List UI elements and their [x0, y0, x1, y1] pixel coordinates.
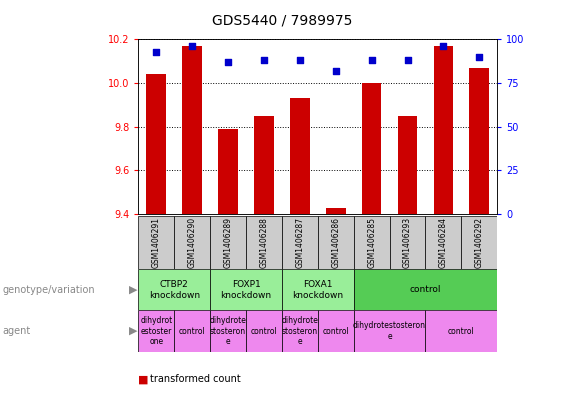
Point: [331, 68, 340, 74]
Bar: [174, 310, 210, 352]
Bar: [433, 46, 453, 214]
Text: GSM1406291: GSM1406291: [152, 217, 161, 268]
Text: control: control: [179, 327, 206, 336]
Bar: [318, 310, 354, 352]
Bar: [354, 216, 390, 269]
Text: CTBP2
knockdown: CTBP2 knockdown: [149, 280, 200, 299]
Point: [295, 57, 305, 63]
Text: GSM1406292: GSM1406292: [475, 217, 484, 268]
Bar: [246, 216, 282, 269]
Bar: [218, 129, 238, 214]
Point: [403, 57, 412, 63]
Bar: [390, 216, 425, 269]
Bar: [354, 269, 497, 310]
Bar: [282, 269, 354, 310]
Bar: [174, 216, 210, 269]
Text: genotype/variation: genotype/variation: [3, 285, 95, 295]
Bar: [326, 208, 346, 214]
Text: GSM1406290: GSM1406290: [188, 217, 197, 268]
Bar: [318, 216, 354, 269]
Bar: [290, 98, 310, 214]
Bar: [425, 310, 497, 352]
Text: control: control: [410, 285, 441, 294]
Bar: [210, 310, 246, 352]
Bar: [138, 310, 174, 352]
Text: ▶: ▶: [129, 326, 137, 336]
Bar: [146, 74, 166, 214]
Text: GSM1406288: GSM1406288: [259, 217, 268, 268]
Point: [367, 57, 376, 63]
Text: agent: agent: [3, 326, 31, 336]
Bar: [398, 116, 418, 214]
Point: [259, 57, 268, 63]
Bar: [461, 216, 497, 269]
Bar: [354, 310, 425, 352]
Bar: [282, 310, 318, 352]
Text: control: control: [448, 327, 475, 336]
Text: dihydrotestosteron
e: dihydrotestosteron e: [353, 321, 426, 341]
Text: transformed count: transformed count: [150, 374, 241, 384]
Text: GSM1406293: GSM1406293: [403, 217, 412, 268]
Text: GSM1406287: GSM1406287: [295, 217, 305, 268]
Text: FOXA1
knockdown: FOXA1 knockdown: [292, 280, 344, 299]
Bar: [362, 83, 381, 214]
Point: [224, 59, 233, 65]
Bar: [210, 216, 246, 269]
Text: GSM1406284: GSM1406284: [439, 217, 448, 268]
Bar: [182, 46, 202, 214]
Point: [152, 48, 161, 55]
Bar: [210, 269, 282, 310]
Text: GSM1406285: GSM1406285: [367, 217, 376, 268]
Point: [188, 43, 197, 50]
Point: [475, 54, 484, 60]
Text: dihydrot
estoster
one: dihydrot estoster one: [140, 316, 172, 346]
Text: GSM1406289: GSM1406289: [224, 217, 233, 268]
Bar: [246, 310, 282, 352]
Bar: [254, 116, 274, 214]
Text: dihydrote
stosteron
e: dihydrote stosteron e: [281, 316, 318, 346]
Bar: [138, 216, 174, 269]
Bar: [282, 216, 318, 269]
Text: FOXP1
knockdown: FOXP1 knockdown: [220, 280, 272, 299]
Text: GSM1406286: GSM1406286: [331, 217, 340, 268]
Text: ■: ■: [138, 374, 149, 384]
Text: GDS5440 / 7989975: GDS5440 / 7989975: [212, 14, 353, 28]
Bar: [425, 216, 461, 269]
Text: control: control: [251, 327, 277, 336]
Bar: [138, 269, 210, 310]
Point: [439, 43, 448, 50]
Text: dihydrote
stosteron
e: dihydrote stosteron e: [210, 316, 246, 346]
Bar: [470, 68, 489, 214]
Text: control: control: [323, 327, 349, 336]
Text: ▶: ▶: [129, 285, 137, 295]
